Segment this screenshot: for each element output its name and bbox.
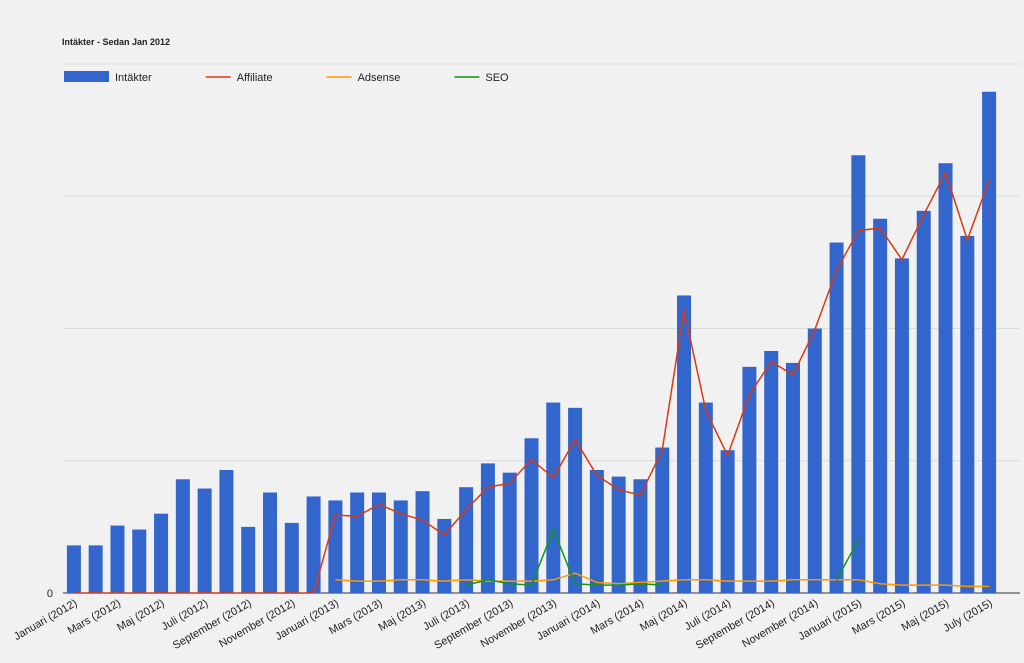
- bar: [197, 488, 212, 593]
- bar: [66, 545, 81, 593]
- bar: [393, 500, 408, 593]
- bar: [437, 518, 452, 593]
- bar: [459, 487, 474, 593]
- x-tick-label: Maj (2013): [377, 597, 429, 634]
- bar: [306, 496, 321, 593]
- x-tick-label: July (2015): [941, 597, 994, 635]
- bar: [371, 492, 386, 593]
- bar: [633, 479, 648, 593]
- bar: [568, 407, 583, 593]
- bar: [132, 529, 147, 593]
- bar: [263, 492, 278, 593]
- bar: [655, 447, 670, 593]
- bar: [524, 438, 539, 593]
- x-tick-label: November (2012): [217, 597, 297, 650]
- bar: [284, 522, 299, 593]
- x-tick-label: September (2013): [432, 597, 515, 652]
- bar: [480, 463, 495, 593]
- bar: [742, 366, 757, 593]
- legend-item: Intäkter: [64, 71, 152, 84]
- bar: [960, 235, 975, 594]
- line: [73, 170, 990, 594]
- legend-swatch: [64, 71, 109, 82]
- legend-item: Adsense: [326, 72, 401, 84]
- x-tick-label: Maj (2012): [115, 597, 167, 634]
- bar: [175, 479, 190, 593]
- bar: [219, 470, 234, 593]
- bar: [677, 295, 692, 593]
- x-tick-label: Januari (2012): [12, 597, 79, 643]
- bar: [88, 545, 103, 593]
- bar: [829, 242, 844, 593]
- bar: [873, 218, 888, 594]
- bar: [546, 402, 561, 593]
- legend-label: SEO: [485, 72, 509, 84]
- x-tick-label: November (2014): [740, 597, 820, 650]
- legend-label: Intäkter: [115, 72, 152, 84]
- bar: [241, 526, 256, 593]
- bar: [611, 476, 626, 593]
- bar: [415, 491, 430, 593]
- bar: [110, 525, 125, 593]
- x-tick-label: September (2014): [694, 597, 777, 652]
- legend-label: Affiliate: [237, 72, 273, 84]
- bar: [502, 472, 517, 593]
- x-tick-label: November (2013): [479, 597, 559, 650]
- legend-item: Affiliate: [205, 72, 273, 84]
- bar: [589, 470, 604, 593]
- bar: [851, 155, 866, 593]
- bar: [894, 258, 909, 593]
- bar: [938, 163, 953, 593]
- chart-title: Intäkter - Sedan Jan 2012: [62, 37, 170, 47]
- bar: [328, 500, 343, 593]
- bar: [916, 210, 931, 594]
- x-tick-label: Maj (2014): [638, 597, 690, 634]
- bar: [350, 492, 365, 593]
- legend-item: SEO: [454, 72, 509, 84]
- bar: [807, 328, 822, 593]
- bar: [698, 402, 713, 593]
- bar: [764, 350, 779, 593]
- bar: [785, 362, 800, 593]
- line: [335, 572, 990, 588]
- bar: [154, 513, 169, 593]
- y-tick-label: 0: [47, 588, 53, 600]
- legend-label: Adsense: [358, 72, 401, 84]
- bar: [982, 91, 997, 594]
- line: [465, 527, 860, 586]
- x-tick-label: September (2012): [171, 597, 254, 652]
- bar: [720, 450, 735, 593]
